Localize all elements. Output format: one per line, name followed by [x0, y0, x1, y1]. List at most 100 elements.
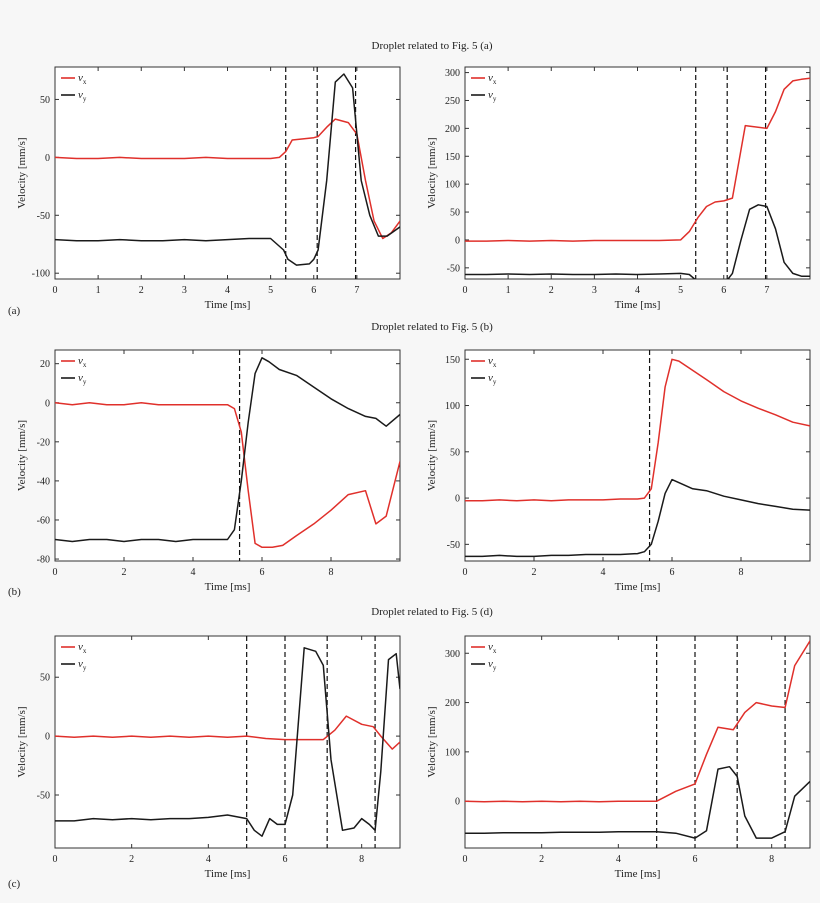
x-tick-label: 4 [225, 285, 230, 296]
x-tick-label: 0 [53, 285, 58, 296]
legend-label: vy [488, 89, 497, 103]
x-axis-label: Time [ms] [615, 581, 661, 593]
y-tick-label: 0 [455, 494, 460, 505]
chart-6: 0 2 4 6 8 0 100 200 300 Time [ms] Velocity [mm/s] v… [426, 635, 811, 880]
y-tick-label: 200 [445, 698, 460, 709]
y-tick-label: -50 [37, 791, 50, 802]
plot-area [54, 66, 401, 280]
series-line-vx [55, 402, 400, 549]
plot-area [54, 349, 401, 562]
chart-4: 0 2 4 6 8 -50 0 50 100 150 Time [ms] Velocity [mm/s… [426, 349, 811, 593]
y-tick-label: 300 [445, 68, 460, 79]
x-tick-label: 7 [354, 285, 359, 296]
x-tick-label: 3 [592, 285, 597, 296]
y-axis-label: Velocity [mm/s] [426, 706, 438, 777]
legend-label: vy [78, 372, 87, 386]
y-tick-label: 300 [445, 649, 460, 660]
y-tick-label: 150 [445, 355, 460, 366]
legend-label: vx [488, 641, 497, 655]
series-line-vy [465, 478, 810, 558]
x-tick-label: 0 [463, 285, 468, 296]
x-tick-label: 2 [122, 567, 127, 578]
y-tick-label: 0 [45, 398, 50, 409]
x-tick-label: 4 [191, 567, 196, 578]
series-line-vy [465, 765, 810, 839]
x-tick-label: 8 [739, 567, 744, 578]
series-line-vy [465, 204, 810, 279]
legend-label: vy [78, 658, 87, 672]
y-tick-label: -80 [37, 555, 50, 566]
x-tick-label: 2 [129, 854, 134, 865]
x-tick-label: 4 [616, 854, 621, 865]
series-line-vy [55, 73, 400, 266]
chart-5: 0 2 4 6 8 -50 0 50 Time [ms] Velocity [mm/s] vx vy [16, 635, 401, 880]
chart-1: 0 1 2 3 4 5 6 7 -100 -50 0 50 Time [ms] Velocity [mm/… [16, 66, 401, 311]
x-tick-label: 6 [670, 567, 675, 578]
y-tick-label: 150 [445, 152, 460, 163]
x-axis-label: Time [ms] [615, 299, 661, 311]
y-tick-label: 200 [445, 124, 460, 135]
y-tick-label: 20 [40, 359, 50, 370]
series-line-vx [55, 715, 400, 750]
x-tick-label: 2 [539, 854, 544, 865]
row-heading-3: Droplet related to Fig. 5 (d) [371, 606, 493, 618]
legend-label: vy [78, 89, 87, 103]
y-tick-label: 0 [455, 797, 460, 808]
y-axis-label: Velocity [mm/s] [16, 420, 28, 491]
x-tick-label: 6 [260, 567, 265, 578]
y-tick-label: -40 [37, 476, 50, 487]
plot-area [54, 635, 401, 849]
x-tick-label: 4 [601, 567, 606, 578]
y-axis-label: Velocity [mm/s] [16, 706, 28, 777]
x-tick-label: 0 [463, 567, 468, 578]
legend-label: vx [488, 72, 497, 86]
x-tick-label: 6 [721, 285, 726, 296]
y-tick-label: 50 [450, 447, 460, 458]
y-tick-label: 50 [450, 208, 460, 219]
legend-label: vx [78, 72, 87, 86]
legend-label: vy [488, 372, 497, 386]
y-tick-label: -50 [447, 540, 460, 551]
x-axis-label: Time [ms] [205, 299, 251, 311]
series-line-vx [465, 358, 810, 502]
y-tick-label: 100 [445, 401, 460, 412]
y-tick-label: 250 [445, 96, 460, 107]
y-axis-label: Velocity [mm/s] [16, 137, 28, 208]
x-axis-label: Time [ms] [205, 868, 251, 880]
y-tick-label: -50 [37, 211, 50, 222]
plot-area [464, 635, 811, 849]
x-axis-label: Time [ms] [205, 581, 251, 593]
x-tick-label: 8 [329, 567, 334, 578]
x-tick-label: 5 [268, 285, 273, 296]
plot-area [464, 66, 811, 280]
series-line-vx [465, 640, 810, 803]
y-tick-label: 100 [445, 747, 460, 758]
y-tick-label: 0 [45, 732, 50, 743]
y-tick-label: -20 [37, 437, 50, 448]
x-tick-label: 7 [764, 285, 769, 296]
x-tick-label: 6 [311, 285, 316, 296]
y-tick-label: 0 [455, 235, 460, 246]
x-tick-label: 5 [678, 285, 683, 296]
x-tick-label: 1 [506, 285, 511, 296]
x-tick-label: 6 [693, 854, 698, 865]
x-axis-label: Time [ms] [615, 868, 661, 880]
legend-label: vx [78, 355, 87, 369]
x-tick-label: 4 [206, 854, 211, 865]
legend-label: vx [78, 641, 87, 655]
x-tick-label: 0 [53, 854, 58, 865]
y-tick-label: -100 [32, 269, 50, 280]
plot-area [464, 349, 811, 562]
row-heading-1: Droplet related to Fig. 5 (a) [372, 40, 493, 52]
legend-label: vy [488, 658, 497, 672]
x-tick-label: 6 [283, 854, 288, 865]
y-tick-label: 50 [40, 673, 50, 684]
series-line-vy [55, 357, 400, 543]
x-tick-label: 0 [463, 854, 468, 865]
series-line-vx [55, 118, 400, 240]
x-tick-label: 3 [182, 285, 187, 296]
y-tick-label: 100 [445, 180, 460, 191]
